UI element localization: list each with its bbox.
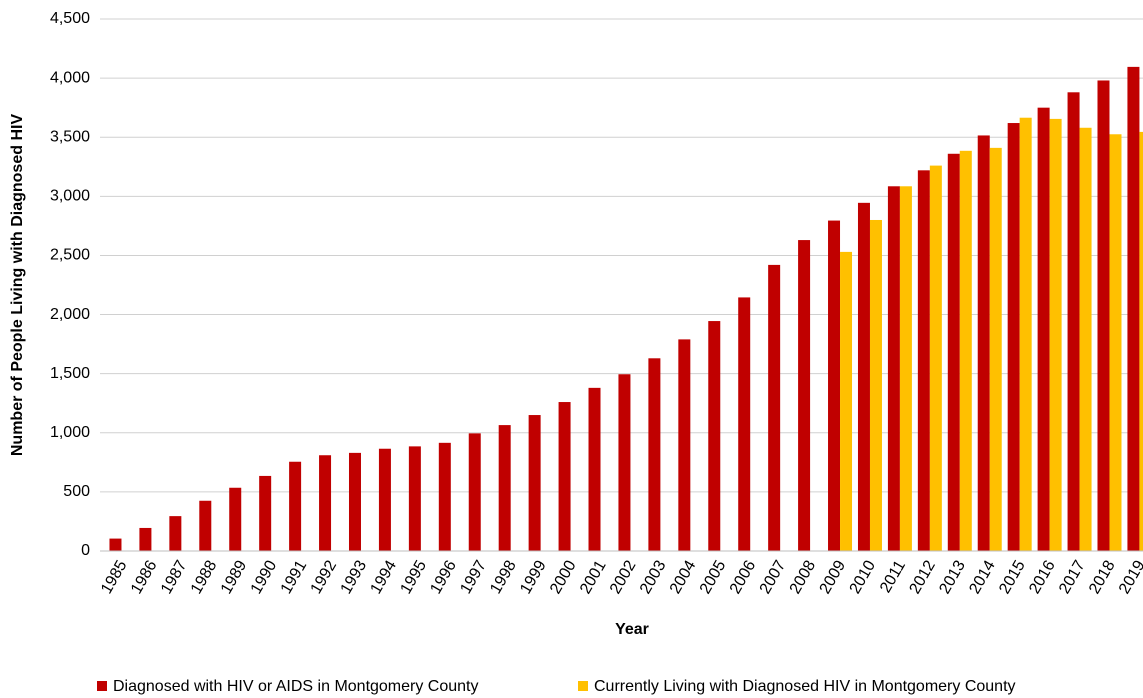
x-tick-label: 2008 — [787, 558, 820, 597]
x-tick-label: 1986 — [128, 558, 161, 597]
bar — [989, 147, 1002, 551]
bar — [678, 339, 691, 551]
y-tick-label: 3,500 — [50, 128, 90, 145]
x-tick-label: 2009 — [817, 558, 850, 597]
bar — [1067, 92, 1080, 551]
x-tick-label: 2006 — [727, 558, 760, 597]
y-axis-title: Number of People Living with Diagnosed H… — [9, 114, 26, 457]
bar — [917, 170, 930, 551]
bar — [977, 135, 990, 551]
x-tick-label: 2001 — [577, 558, 610, 597]
bar — [899, 186, 912, 552]
bar — [348, 452, 361, 551]
x-tick-label: 1990 — [248, 558, 281, 597]
bar — [139, 527, 152, 551]
bar — [528, 415, 541, 551]
x-tick-label: 1991 — [278, 558, 311, 597]
x-tick-label: 2007 — [757, 558, 790, 597]
x-tick-label: 2018 — [1086, 558, 1119, 597]
y-tick-label: 1,500 — [50, 365, 90, 382]
bar — [887, 186, 900, 552]
legend-label: Diagnosed with HIV or AIDS in Montgomery… — [113, 678, 479, 695]
bar — [378, 448, 391, 551]
bar — [1127, 66, 1140, 551]
y-tick-label: 0 — [81, 542, 90, 559]
x-tick-label: 1995 — [397, 558, 430, 597]
bar — [229, 487, 242, 551]
x-tick-label: 2003 — [637, 558, 670, 597]
y-tick-label: 2,500 — [50, 247, 90, 264]
x-tick-label: 1996 — [427, 558, 460, 597]
bar — [738, 297, 751, 551]
y-tick-label: 4,500 — [50, 10, 90, 27]
bar — [498, 425, 511, 551]
bar — [1079, 127, 1092, 552]
x-tick-label: 1985 — [98, 558, 131, 597]
x-tick-label: 1988 — [188, 558, 221, 597]
bar — [618, 374, 631, 551]
bar — [857, 202, 870, 551]
x-tick-label: 2017 — [1056, 558, 1089, 597]
legend-label: Currently Living with Diagnosed HIV in M… — [594, 678, 1016, 695]
bar — [588, 387, 601, 551]
x-tick-label: 2012 — [906, 558, 939, 597]
x-tick-label: 1993 — [338, 558, 371, 597]
bar — [1037, 107, 1050, 552]
x-tick-label: 2015 — [996, 558, 1029, 597]
y-tick-label: 3,000 — [50, 188, 90, 205]
x-tick-label: 2000 — [547, 558, 580, 597]
x-tick-label: 1987 — [158, 558, 191, 597]
bar — [708, 321, 721, 551]
x-tick-label: 2016 — [1026, 558, 1059, 597]
bar — [169, 516, 182, 551]
bar — [289, 461, 302, 551]
x-tick-label: 1999 — [517, 558, 550, 597]
x-tick-label: 2011 — [877, 558, 909, 596]
bar — [869, 219, 882, 551]
x-axis-title: Year — [615, 621, 649, 638]
bar — [1019, 117, 1032, 552]
x-tick-label: 1994 — [368, 558, 401, 597]
bar — [199, 500, 212, 551]
x-tick-label: 1992 — [308, 558, 341, 597]
bar — [558, 402, 571, 551]
x-tick-label: 1997 — [457, 558, 490, 597]
bar — [1097, 80, 1110, 551]
x-tick-label: 2010 — [847, 558, 880, 597]
bar — [929, 165, 942, 551]
legend-swatch — [578, 681, 588, 691]
bar — [1139, 131, 1143, 551]
bar — [1109, 134, 1122, 551]
x-tick-label: 2002 — [607, 558, 640, 597]
bar — [1049, 118, 1062, 552]
bar — [840, 251, 853, 552]
y-tick-label: 1,000 — [50, 424, 90, 441]
y-tick-label: 2,000 — [50, 306, 90, 323]
bar — [798, 240, 811, 551]
bar — [468, 433, 481, 551]
bar — [768, 264, 781, 551]
x-tick-label: 2004 — [667, 558, 700, 597]
x-tick-label: 1998 — [487, 558, 520, 597]
bar — [959, 150, 972, 551]
bar — [319, 455, 332, 551]
x-tick-label: 2013 — [936, 558, 969, 597]
x-tick-label: 2014 — [966, 558, 999, 597]
x-tick-label: 2005 — [697, 558, 730, 597]
bar — [408, 446, 421, 551]
bar — [1007, 123, 1020, 551]
legend-swatch — [97, 681, 107, 691]
y-tick-label: 500 — [63, 483, 90, 500]
x-tick-label: 1989 — [218, 558, 251, 597]
bar — [828, 220, 841, 551]
bar — [259, 475, 272, 551]
bar — [109, 538, 122, 551]
y-tick-label: 4,000 — [50, 69, 90, 86]
bar — [438, 442, 451, 551]
x-tick-label: 2019 — [1116, 558, 1143, 597]
bar — [947, 153, 960, 552]
bar — [648, 358, 661, 551]
